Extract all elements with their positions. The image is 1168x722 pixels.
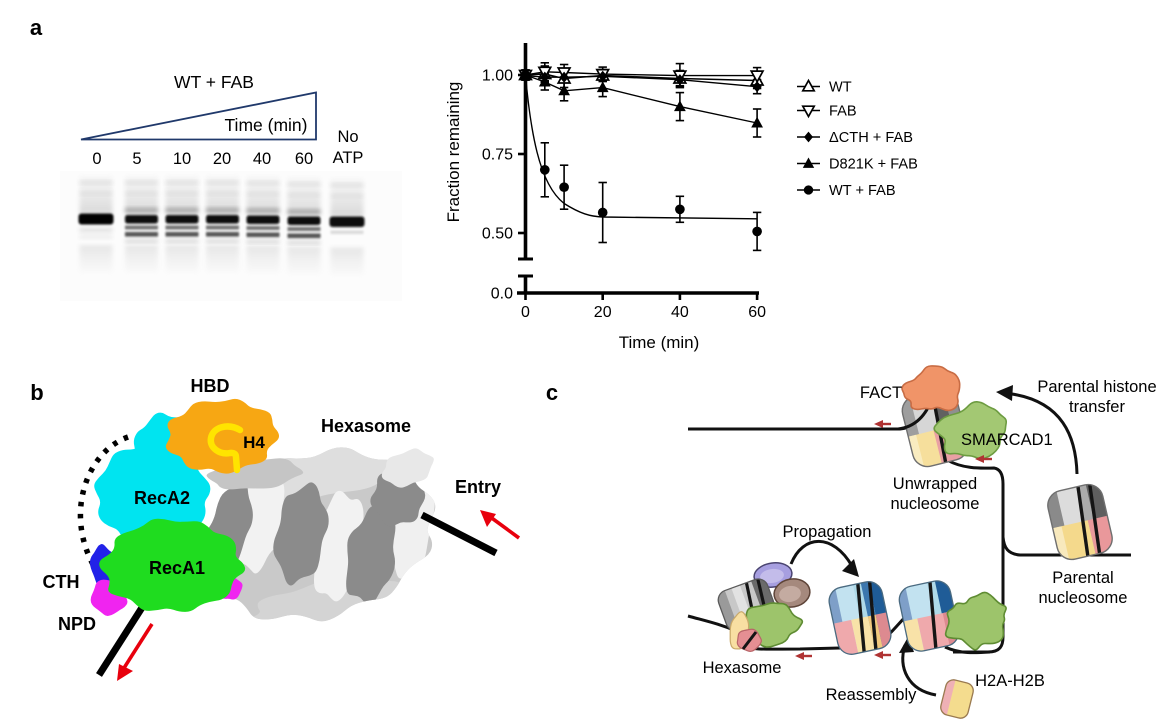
- svg-text:20: 20: [594, 304, 612, 321]
- svg-text:Entry: Entry: [455, 477, 501, 497]
- svg-text:Hexasome: Hexasome: [703, 659, 782, 677]
- svg-text:ATP: ATP: [333, 149, 364, 167]
- svg-text:CTH: CTH: [43, 572, 80, 592]
- svg-text:nucleosome: nucleosome: [1039, 589, 1128, 607]
- svg-text:0.50: 0.50: [482, 226, 513, 243]
- svg-text:FACT: FACT: [860, 384, 902, 402]
- svg-text:HBD: HBD: [191, 376, 230, 396]
- svg-text:RecA1: RecA1: [149, 558, 205, 578]
- svg-text:60: 60: [748, 304, 766, 321]
- svg-text:Reassembly: Reassembly: [826, 686, 918, 704]
- svg-text:40: 40: [253, 150, 271, 168]
- svg-text:40: 40: [671, 304, 689, 321]
- svg-text:FAB: FAB: [829, 104, 857, 120]
- svg-text:0.75: 0.75: [482, 147, 513, 164]
- svg-text:Time (min): Time (min): [619, 333, 700, 352]
- svg-text:Time (min): Time (min): [225, 115, 308, 135]
- svg-text:WT + FAB: WT + FAB: [174, 72, 254, 92]
- svg-text:c: c: [546, 380, 558, 405]
- svg-text:Fraction remaining: Fraction remaining: [444, 82, 463, 223]
- svg-text:a: a: [30, 15, 43, 40]
- svg-text:D821K + FAB: D821K + FAB: [829, 157, 918, 173]
- svg-text:Propagation: Propagation: [783, 523, 872, 541]
- svg-text:H2A-H2B: H2A-H2B: [975, 672, 1045, 690]
- svg-text:1.00: 1.00: [482, 68, 513, 85]
- svg-text:transfer: transfer: [1069, 398, 1125, 416]
- svg-text:No: No: [337, 128, 358, 146]
- svg-text:0: 0: [92, 150, 101, 168]
- svg-text:nucleosome: nucleosome: [891, 495, 980, 513]
- svg-text:60: 60: [295, 150, 313, 168]
- svg-text:NPD: NPD: [58, 614, 96, 634]
- svg-text:WT: WT: [829, 80, 852, 96]
- svg-text:20: 20: [213, 150, 231, 168]
- svg-text:Unwrapped: Unwrapped: [893, 475, 977, 493]
- svg-text:0: 0: [521, 304, 530, 321]
- svg-text:b: b: [30, 380, 43, 405]
- svg-text:0.0: 0.0: [491, 286, 513, 303]
- svg-text:5: 5: [132, 150, 141, 168]
- svg-text:SMARCAD1: SMARCAD1: [961, 431, 1053, 449]
- svg-text:Parental: Parental: [1052, 569, 1113, 587]
- svg-text:RecA2: RecA2: [134, 488, 190, 508]
- svg-text:Parental histone: Parental histone: [1037, 378, 1156, 396]
- svg-text:H4: H4: [243, 433, 265, 452]
- svg-text:ΔCTH + FAB: ΔCTH + FAB: [829, 130, 913, 146]
- svg-text:WT + FAB: WT + FAB: [829, 183, 896, 199]
- svg-text:10: 10: [173, 150, 191, 168]
- svg-text:Hexasome: Hexasome: [321, 416, 411, 436]
